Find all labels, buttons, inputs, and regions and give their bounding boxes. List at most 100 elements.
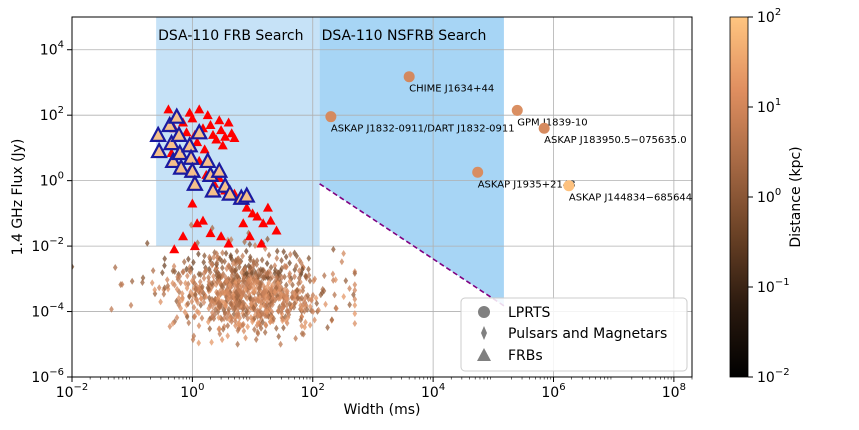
pulsar-point xyxy=(352,320,358,328)
pulsar-point xyxy=(312,316,317,324)
pulsar-point xyxy=(226,262,231,270)
legend-pulsar-marker xyxy=(481,326,487,340)
pulsar-point xyxy=(225,308,231,316)
pulsar-point xyxy=(307,321,313,329)
pulsar-point xyxy=(178,279,183,287)
frb-point xyxy=(187,198,198,208)
pulsar-point xyxy=(225,332,230,340)
pulsar-point xyxy=(161,290,167,298)
pulsar-point xyxy=(281,248,286,256)
pulsar-point xyxy=(149,279,155,287)
frb-point xyxy=(187,113,198,123)
colorbar-tick-label-exp: 1 xyxy=(775,97,781,108)
pulsar-point xyxy=(323,300,328,308)
frb-point xyxy=(223,117,234,127)
pulsar-point xyxy=(247,294,253,302)
colorbar-tick-label-exp: −1 xyxy=(775,277,790,288)
pulsar-point xyxy=(196,322,202,330)
frb-localized-point xyxy=(190,122,209,140)
pulsar-point xyxy=(259,256,265,264)
pulsar-point xyxy=(241,327,247,335)
pulsar-point xyxy=(207,253,212,261)
pulsar-point xyxy=(243,247,249,255)
pulsar-point xyxy=(255,319,261,327)
frb-point xyxy=(205,120,216,130)
pulsar-point xyxy=(254,257,260,265)
colorbar-tick-label-base: 10 xyxy=(757,190,775,206)
pulsar-point xyxy=(178,304,184,312)
pulsar-point xyxy=(206,318,211,326)
pulsar-point xyxy=(252,287,258,295)
x-tick-label-exp: 0 xyxy=(198,382,204,393)
y-tick-label-exp: −6 xyxy=(49,367,64,378)
pulsar-point xyxy=(190,336,196,344)
pulsar-point xyxy=(284,289,290,297)
pulsar-point xyxy=(287,278,293,286)
pulsar-point xyxy=(233,279,238,287)
pulsar-point xyxy=(261,282,266,290)
pulsar-point xyxy=(235,304,241,312)
pulsar-point xyxy=(343,277,349,285)
colorbar-tick-label-base: 10 xyxy=(757,280,775,296)
x-tick-label-exp: 4 xyxy=(439,382,445,393)
pulsar-point xyxy=(276,332,281,340)
pulsar-point xyxy=(227,316,232,324)
pulsar-point xyxy=(240,252,245,260)
pulsar-point xyxy=(283,263,289,271)
pulsars-magnetars-series xyxy=(72,213,358,348)
pulsar-point xyxy=(293,334,298,342)
pulsar-point xyxy=(303,318,308,326)
frb-point xyxy=(256,238,267,248)
pulsar-point xyxy=(191,258,196,266)
pulsar-point xyxy=(246,262,252,270)
pulsar-point xyxy=(292,299,297,307)
frb-point xyxy=(258,218,269,228)
x-tick-label: 106 xyxy=(541,382,565,401)
colorbar-tick-label: 100 xyxy=(757,187,781,206)
pulsar-point xyxy=(258,324,264,332)
frb-point xyxy=(169,244,180,254)
pulsar-point xyxy=(234,247,240,255)
pulsar-point xyxy=(197,278,203,286)
frb-localized-point xyxy=(167,107,186,124)
pulsar-point xyxy=(239,268,245,276)
pulsar-point xyxy=(216,273,222,281)
pulsar-point xyxy=(234,293,240,301)
pulsar-point xyxy=(230,260,236,268)
pulsar-point xyxy=(184,284,190,292)
pulsar-point xyxy=(287,259,292,267)
y-tick-label-base: 10 xyxy=(40,174,58,190)
pulsar-point xyxy=(284,301,290,309)
pulsar-point xyxy=(287,270,293,278)
pulsar-point xyxy=(288,251,293,259)
pulsar-point xyxy=(109,305,114,313)
pulsar-point xyxy=(352,310,358,318)
y-axis-title: 1.4 GHz Flux (Jy) xyxy=(10,139,26,256)
pulsar-point xyxy=(263,321,269,329)
pulsar-point xyxy=(347,301,352,309)
pulsar-point xyxy=(310,308,316,316)
pulsar-point xyxy=(248,300,254,308)
pulsar-point xyxy=(203,293,209,301)
pulsar-point xyxy=(226,290,231,298)
legend-box xyxy=(460,297,688,372)
pulsar-point xyxy=(279,274,285,282)
plot-area: CHIME J1634+44 ASKAP J1832-0911/DART J183… xyxy=(31,16,693,401)
pulsar-point xyxy=(256,271,262,279)
pulsar-point xyxy=(144,239,150,247)
pulsar-point xyxy=(233,266,239,274)
frb-point xyxy=(238,218,249,228)
pulsar-point xyxy=(312,275,318,283)
frb-localized-point xyxy=(183,161,202,178)
pulsar-point xyxy=(119,280,125,288)
pulsar-point xyxy=(245,323,250,331)
pulsar-point xyxy=(229,267,235,275)
frb-point xyxy=(211,134,222,144)
pulsar-point xyxy=(188,288,194,296)
pulsar-point xyxy=(165,285,171,293)
pulsar-point xyxy=(265,235,270,243)
pulsar-point xyxy=(268,314,274,322)
pulsar-point xyxy=(176,288,182,296)
pulsar-point xyxy=(299,294,305,302)
pulsar-point xyxy=(279,308,284,316)
